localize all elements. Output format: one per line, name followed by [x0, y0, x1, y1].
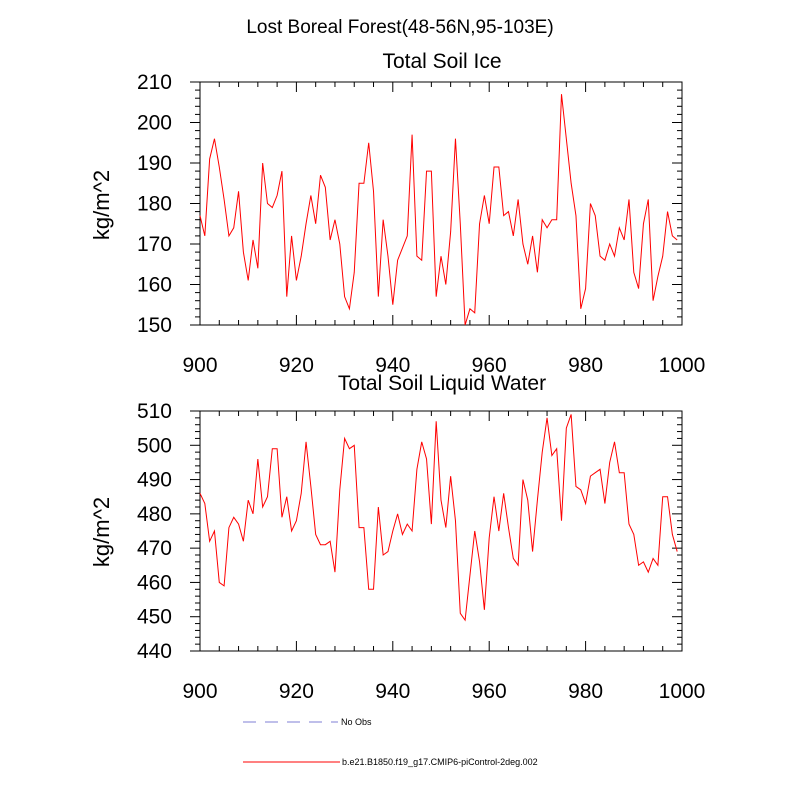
- soil-ice-ytick-label: 190: [137, 152, 172, 175]
- soil-ice-ytick-label: 180: [137, 193, 172, 216]
- soil-ice-xtick-label: 900: [182, 354, 217, 377]
- soil-ice-xtick-label: 960: [472, 354, 507, 377]
- soil-liquid-ytick-label: 470: [137, 537, 172, 560]
- legend-label-model: b.e21.B1850.f19_g17.CMIP6-piControl-2deg…: [342, 757, 538, 767]
- soil-liquid-series-line: [199, 414, 678, 622]
- soil-ice-xtick-label: 980: [568, 354, 603, 377]
- legend-label-no-obs: No Obs: [341, 717, 372, 727]
- soil-ice-ytick-label: 170: [137, 233, 172, 256]
- soil-liquid-ytick-label: 490: [137, 469, 172, 492]
- soil-liquid-panel: Total Soil Liquid Water kg/m^2 900 920 940…: [89, 372, 705, 703]
- figure-title: Lost Boreal Forest(48-56N,95-103E): [246, 17, 553, 38]
- soil-liquid-plot-frame: [199, 410, 683, 652]
- soil-ice-title: Total Soil Ice: [382, 50, 501, 73]
- legend: No Obs b.e21.B1850.f19_g17.CMIP6-piContr…: [243, 717, 538, 767]
- soil-liquid-ytick-label: 510: [137, 400, 172, 423]
- soil-liquid-xtick-label: 960: [472, 680, 507, 703]
- soil-liquid-ytick-label: 440: [137, 640, 172, 663]
- soil-liquid-xtick-label: 940: [375, 680, 410, 703]
- soil-liquid-xtick-label: 1000: [659, 680, 706, 703]
- soil-ice-xtick-label: 1000: [659, 354, 706, 377]
- soil-liquid-xtick-label: 920: [279, 680, 314, 703]
- soil-liquid-ticks: [190, 410, 683, 652]
- soil-ice-ytick-label: 150: [137, 314, 172, 337]
- soil-ice-series-line: [199, 94, 678, 326]
- soil-liquid-xtick-label: 980: [568, 680, 603, 703]
- soil-liquid-title: Total Soil Liquid Water: [338, 372, 546, 395]
- soil-ice-plot-frame: [199, 81, 683, 326]
- soil-liquid-xtick-label: 900: [182, 680, 217, 703]
- soil-ice-tick-labels: 900 920 940 960 980 1000 150 160 170 180 190 200 210: [137, 71, 705, 377]
- soil-liquid-tick-labels: 900 920 940 960 980 1000 440 450 460 470 480 490 500…: [137, 400, 705, 703]
- soil-ice-xtick-label: 920: [279, 354, 314, 377]
- soil-ice-xtick-label: 940: [375, 354, 410, 377]
- soil-liquid-ytick-label: 480: [137, 503, 172, 526]
- soil-ice-ytick-label: 200: [137, 112, 172, 135]
- soil-ice-ticks: [190, 81, 683, 326]
- soil-ice-ytick-label: 160: [137, 274, 172, 297]
- soil-liquid-ytick-label: 500: [137, 434, 172, 457]
- soil-ice-ytick-label: 210: [137, 71, 172, 94]
- soil-liquid-ylabel: kg/m^2: [89, 497, 114, 567]
- soil-ice-panel: Total Soil Ice kg/m^2 900 920 940 960 980 100…: [89, 50, 705, 377]
- soil-liquid-ytick-label: 450: [137, 606, 172, 629]
- soil-ice-ylabel: kg/m^2: [89, 170, 114, 240]
- soil-liquid-ytick-label: 460: [137, 571, 172, 594]
